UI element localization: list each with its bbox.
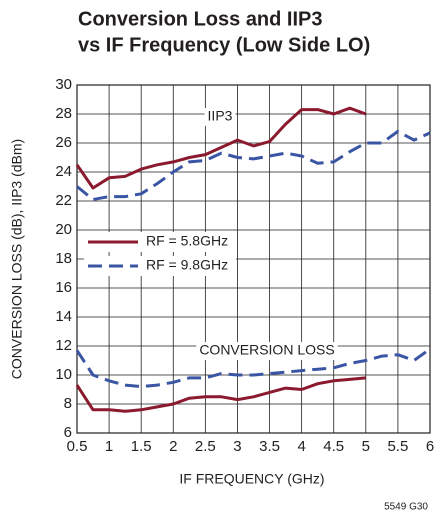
y-tick-label: 18 xyxy=(55,250,72,267)
x-tick-label: 6 xyxy=(426,438,434,455)
legend-bg xyxy=(84,256,236,276)
annotation: CONVERSION LOSS xyxy=(199,342,334,358)
chart-title: vs IF Frequency (Low Side LO) xyxy=(78,34,370,56)
x-tick-label: 1 xyxy=(105,438,113,455)
y-tick-label: 12 xyxy=(55,337,72,354)
y-tick-label: 16 xyxy=(55,279,72,296)
y-tick-label: 22 xyxy=(55,192,72,209)
y-tick-label: 26 xyxy=(55,134,72,151)
x-tick-label: 4 xyxy=(297,438,305,455)
legend-label: RF = 5.8GHz xyxy=(146,233,228,249)
x-tick-label: 3 xyxy=(233,438,241,455)
x-tick-label: 2.5 xyxy=(195,438,216,455)
x-tick-label: 1.5 xyxy=(131,438,152,455)
x-tick-label: 5 xyxy=(362,438,370,455)
y-tick-label: 10 xyxy=(55,366,72,383)
annotation-bg xyxy=(204,108,236,126)
footnote: 5549 G30 xyxy=(384,502,428,513)
x-axis-label: IF FREQUENCY (GHz) xyxy=(179,471,324,487)
x-tick-label: 3.5 xyxy=(259,438,280,455)
x-tick-label: 2 xyxy=(169,438,177,455)
chart-title: Conversion Loss and IIP3 xyxy=(78,8,323,30)
series-line xyxy=(75,376,366,413)
series-line xyxy=(76,129,431,201)
series-line xyxy=(75,106,367,190)
series-line xyxy=(75,347,431,389)
y-tick-label: 30 xyxy=(55,76,72,93)
y-tick-label: 14 xyxy=(55,308,72,325)
y-tick-label: 8 xyxy=(64,395,72,412)
y-axis-label: CONVERSION LOSS (dB), IIP3 (dBm) xyxy=(9,139,25,379)
legend-bg xyxy=(84,232,236,252)
annotation-bg xyxy=(196,342,338,360)
plot-frame xyxy=(76,84,431,434)
y-tick-label: 6 xyxy=(64,424,72,441)
y-tick-label: 24 xyxy=(55,163,72,180)
legend-label: RF = 9.8GHz xyxy=(146,257,228,273)
y-tick-label: 28 xyxy=(55,105,72,122)
y-tick-label: 20 xyxy=(55,221,72,238)
x-tick-label: 0.5 xyxy=(67,438,88,455)
annotation: IIP3 xyxy=(208,108,233,124)
x-tick-label: 5.5 xyxy=(387,438,408,455)
x-tick-label: 4.5 xyxy=(323,438,344,455)
